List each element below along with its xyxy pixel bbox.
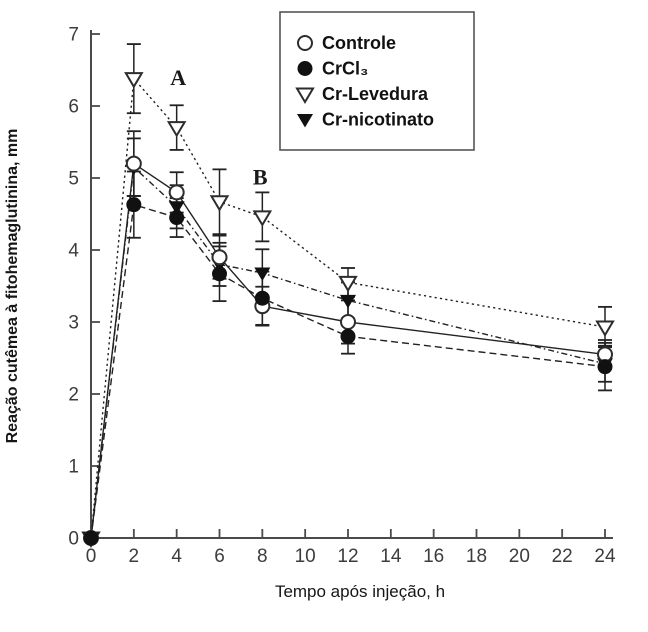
x-tick-label: 8	[257, 546, 268, 567]
annotation-B: B	[253, 165, 268, 190]
circle-open-marker	[297, 35, 313, 51]
x-tick-label: 10	[295, 546, 316, 567]
y-tick-label: 5	[68, 169, 79, 190]
circle-open-marker	[340, 314, 356, 330]
triangle-down-open-marker	[252, 210, 273, 227]
x-tick-label: 24	[594, 546, 616, 567]
x-tick-label: 4	[171, 546, 182, 567]
circle-filled-marker	[169, 210, 185, 226]
legend-label-2: CrCl₃	[322, 59, 368, 79]
legend-box: Controle CrCl₃ Cr-Levedura Cr-nicotinato	[279, 11, 475, 151]
triangle-down-open-marker	[209, 195, 230, 212]
annotation-A: A	[170, 65, 186, 90]
series-markers	[81, 72, 615, 548]
triangle-down-filled-marker	[254, 267, 271, 282]
circle-filled-marker	[254, 290, 270, 306]
circle-filled-marker	[297, 61, 313, 76]
series-line-circle-filled	[90, 203, 606, 539]
legend-label-1: Controle	[322, 33, 396, 53]
y-tick-label: 6	[68, 97, 79, 118]
circle-open-marker	[211, 249, 228, 266]
x-axis-title: Tempo após injeção, h	[275, 582, 445, 601]
y-tick-label: 3	[68, 313, 79, 334]
circle-filled-marker	[597, 359, 613, 375]
triangle-down-filled-marker	[340, 294, 356, 309]
triangle-down-filled-marker	[168, 201, 185, 215]
triangle-down-open-marker	[124, 72, 144, 89]
x-tick-label: 2	[129, 546, 140, 567]
legend-label-4: Cr-nicotinato	[322, 110, 434, 130]
circle-filled-marker	[126, 197, 142, 213]
triangle-down-open-marker	[338, 275, 358, 293]
x-tick-label: 18	[466, 546, 487, 567]
triangle-down-open-marker	[295, 87, 315, 104]
y-tick-label: 7	[68, 25, 79, 46]
circle-filled-marker	[212, 266, 227, 282]
y-tick-label: 0	[68, 529, 79, 550]
x-tick-label: 6	[214, 546, 225, 567]
y-tick-label: 1	[68, 457, 79, 478]
triangle-down-open-marker	[595, 320, 615, 338]
x-tick-label: 16	[423, 546, 444, 567]
circle-filled-marker	[340, 328, 356, 344]
circle-open-marker	[168, 184, 185, 201]
triangle-down-open-marker	[166, 121, 187, 138]
y-tick-label: 2	[68, 385, 79, 406]
y-tick-label: 4	[68, 241, 79, 262]
x-tick-label: 14	[380, 546, 402, 567]
circle-filled-marker	[83, 530, 99, 546]
x-tick-label: 22	[552, 546, 573, 567]
plot-annotations: AB	[170, 65, 268, 189]
legend-label-3: Cr-Levedura	[322, 84, 429, 104]
x-tick-label: 0	[86, 546, 97, 567]
circle-open-marker	[125, 155, 142, 172]
x-tick-label: 20	[509, 546, 530, 567]
y-axis-title: Reação cutêmea à fitohemaglutinina, mm	[4, 129, 21, 444]
x-tick-label: 12	[337, 546, 358, 567]
triangle-down-filled-marker	[297, 114, 313, 128]
legend-frame	[279, 11, 475, 151]
